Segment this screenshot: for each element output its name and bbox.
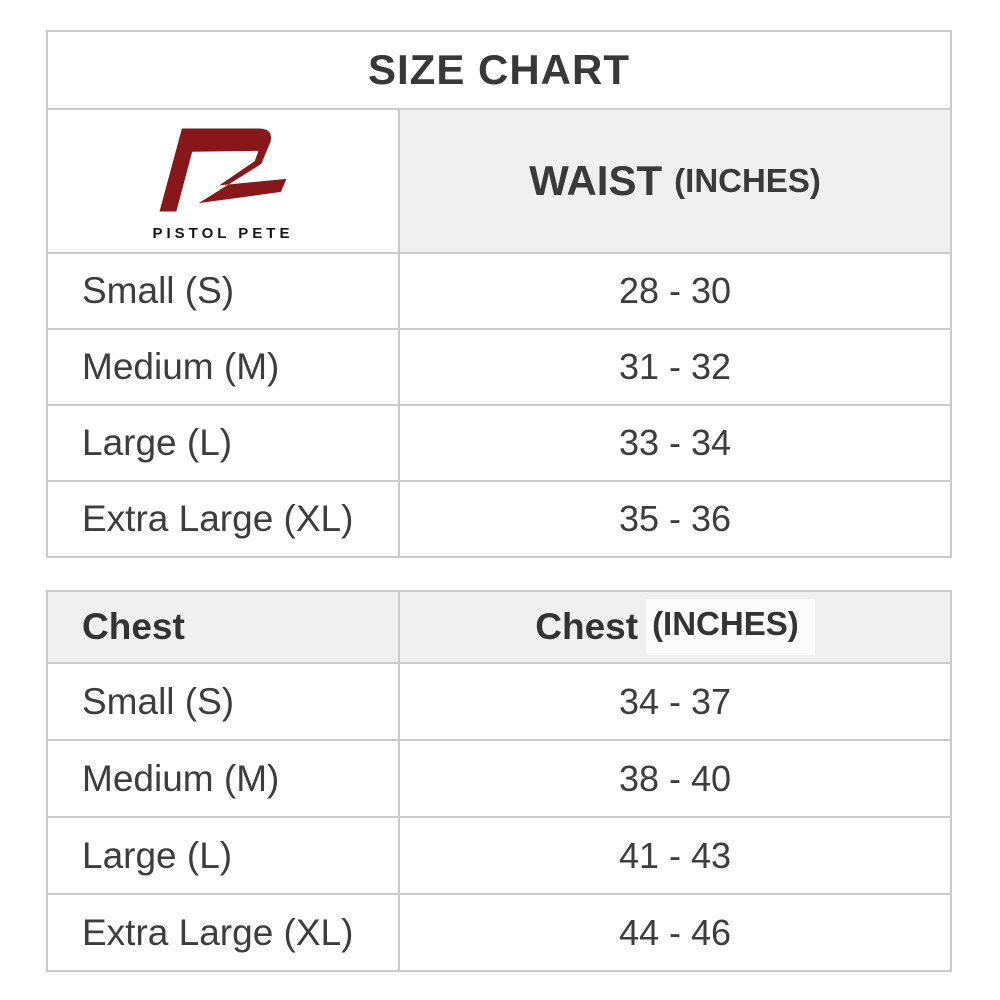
table-row: Small (S) 28 - 30 <box>48 252 950 328</box>
table-row: Large (L) 33 - 34 <box>48 404 950 480</box>
chest-row-header-cell: Chest <box>48 592 400 662</box>
range-value: 41 - 43 <box>618 834 732 876</box>
size-cell: Large (L) <box>48 406 400 480</box>
size-cell: Medium (M) <box>48 741 400 816</box>
table-row: Extra Large (XL) 35 - 36 <box>48 480 950 556</box>
range-value: 38 - 40 <box>618 757 732 799</box>
range-cell: 38 - 40 <box>400 741 950 816</box>
range-cell: 31 - 32 <box>400 330 950 404</box>
range-cell: 35 - 36 <box>400 482 950 556</box>
waist-column-header: WAIST (INCHES) <box>400 110 950 252</box>
chest-header-label: Chest <box>535 606 639 647</box>
size-chart-title-row: SIZE CHART <box>48 32 950 108</box>
range-value: 28 - 30 <box>618 270 732 311</box>
table-row: Medium (M) 31 - 32 <box>48 328 950 404</box>
chest-column-header: Chest (INCHES) <box>400 592 950 662</box>
waist-header-label: WAIST <box>529 157 663 204</box>
range-value: 44 - 46 <box>618 911 732 953</box>
page-title: SIZE CHART <box>368 46 630 93</box>
waist-header-row: PISTOL PETE WAIST (INCHES) <box>48 108 950 252</box>
waist-unit-label: (INCHES) <box>674 162 821 199</box>
size-cell: Extra Large (XL) <box>48 895 400 970</box>
size-cell: Small (S) <box>48 664 400 739</box>
table-row: Small (S) 34 - 37 <box>48 662 950 739</box>
size-label: Small (S) <box>82 680 235 722</box>
range-value: 35 - 36 <box>618 498 732 539</box>
waist-size-table: SIZE CHART PISTOL PETE WAIST (INCHES) Sm… <box>46 30 952 558</box>
chest-row-header-label: Chest <box>82 606 185 647</box>
size-label: Large (L) <box>82 422 233 463</box>
size-label: Extra Large (XL) <box>82 498 354 539</box>
size-label: Small (S) <box>82 270 235 311</box>
size-label: Medium (M) <box>82 346 280 387</box>
size-cell: Medium (M) <box>48 330 400 404</box>
chest-unit-label: (INCHES) <box>646 599 815 655</box>
range-value: 31 - 32 <box>618 346 732 387</box>
size-label: Extra Large (XL) <box>82 911 354 953</box>
size-cell: Extra Large (XL) <box>48 482 400 556</box>
chest-header-row: Chest Chest (INCHES) <box>48 592 950 662</box>
range-cell: 44 - 46 <box>400 895 950 970</box>
range-value: 33 - 34 <box>618 422 732 463</box>
table-row: Large (L) 41 - 43 <box>48 816 950 893</box>
size-cell: Large (L) <box>48 818 400 893</box>
range-cell: 33 - 34 <box>400 406 950 480</box>
chest-size-table: Chest Chest (INCHES) Small (S) 34 - 37 M… <box>46 590 952 972</box>
size-label: Large (L) <box>82 834 233 876</box>
brand-logo-cell: PISTOL PETE <box>48 110 400 252</box>
table-row: Extra Large (XL) 44 - 46 <box>48 893 950 970</box>
size-label: Medium (M) <box>82 757 280 799</box>
pistol-pete-logo-icon <box>159 127 287 212</box>
range-cell: 28 - 30 <box>400 254 950 328</box>
table-row: Medium (M) 38 - 40 <box>48 739 950 816</box>
range-value: 34 - 37 <box>618 680 732 722</box>
range-cell: 34 - 37 <box>400 664 950 739</box>
range-cell: 41 - 43 <box>400 818 950 893</box>
brand-name: PISTOL PETE <box>152 224 294 242</box>
size-cell: Small (S) <box>48 254 400 328</box>
